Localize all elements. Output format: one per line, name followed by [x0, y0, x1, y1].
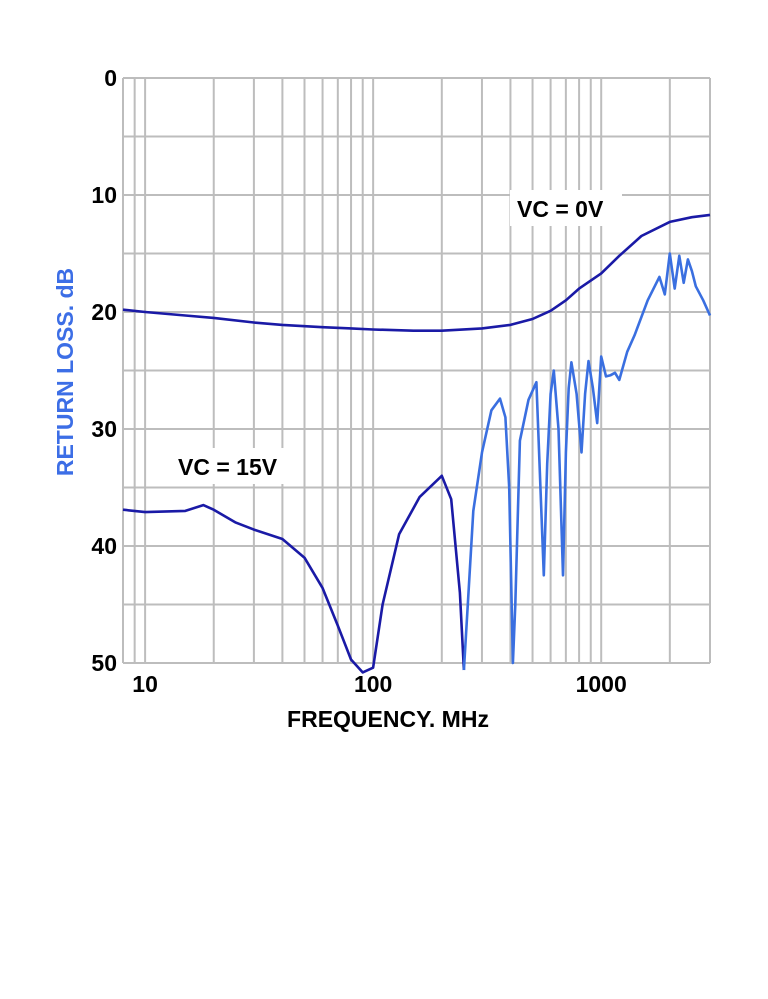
series-line-vc-0v — [122, 213, 711, 332]
annotation-bg-vc0 — [510, 190, 622, 226]
x-axis-title: FREQUENCY. MHz — [287, 706, 489, 732]
y-axis-title: RETURN LOSS. dB — [52, 268, 78, 476]
y-tick-label: 30 — [91, 416, 117, 442]
x-tick-label: 10 — [132, 671, 158, 697]
annotation-vc-15v: VC = 15V — [178, 454, 278, 480]
y-tick-label: 0 — [104, 65, 117, 91]
y-tick-label: 50 — [91, 650, 117, 676]
series-line-vc-15v-high — [462, 252, 712, 671]
y-tick-labels: 0 10 20 30 40 50 — [91, 65, 117, 676]
series-lines — [122, 213, 712, 674]
grid-lines — [122, 77, 711, 664]
series-line-vc-15v-low — [122, 474, 466, 674]
annotation-bg-vc15 — [170, 448, 300, 484]
x-tick-labels: 10 100 1000 — [132, 671, 626, 697]
x-tick-label: 100 — [354, 671, 392, 697]
y-tick-label: 20 — [91, 299, 117, 325]
y-tick-label: 40 — [91, 533, 117, 559]
x-tick-label: 1000 — [576, 671, 627, 697]
y-tick-label: 10 — [91, 182, 117, 208]
annotation-vc-0v: VC = 0V — [517, 196, 604, 222]
